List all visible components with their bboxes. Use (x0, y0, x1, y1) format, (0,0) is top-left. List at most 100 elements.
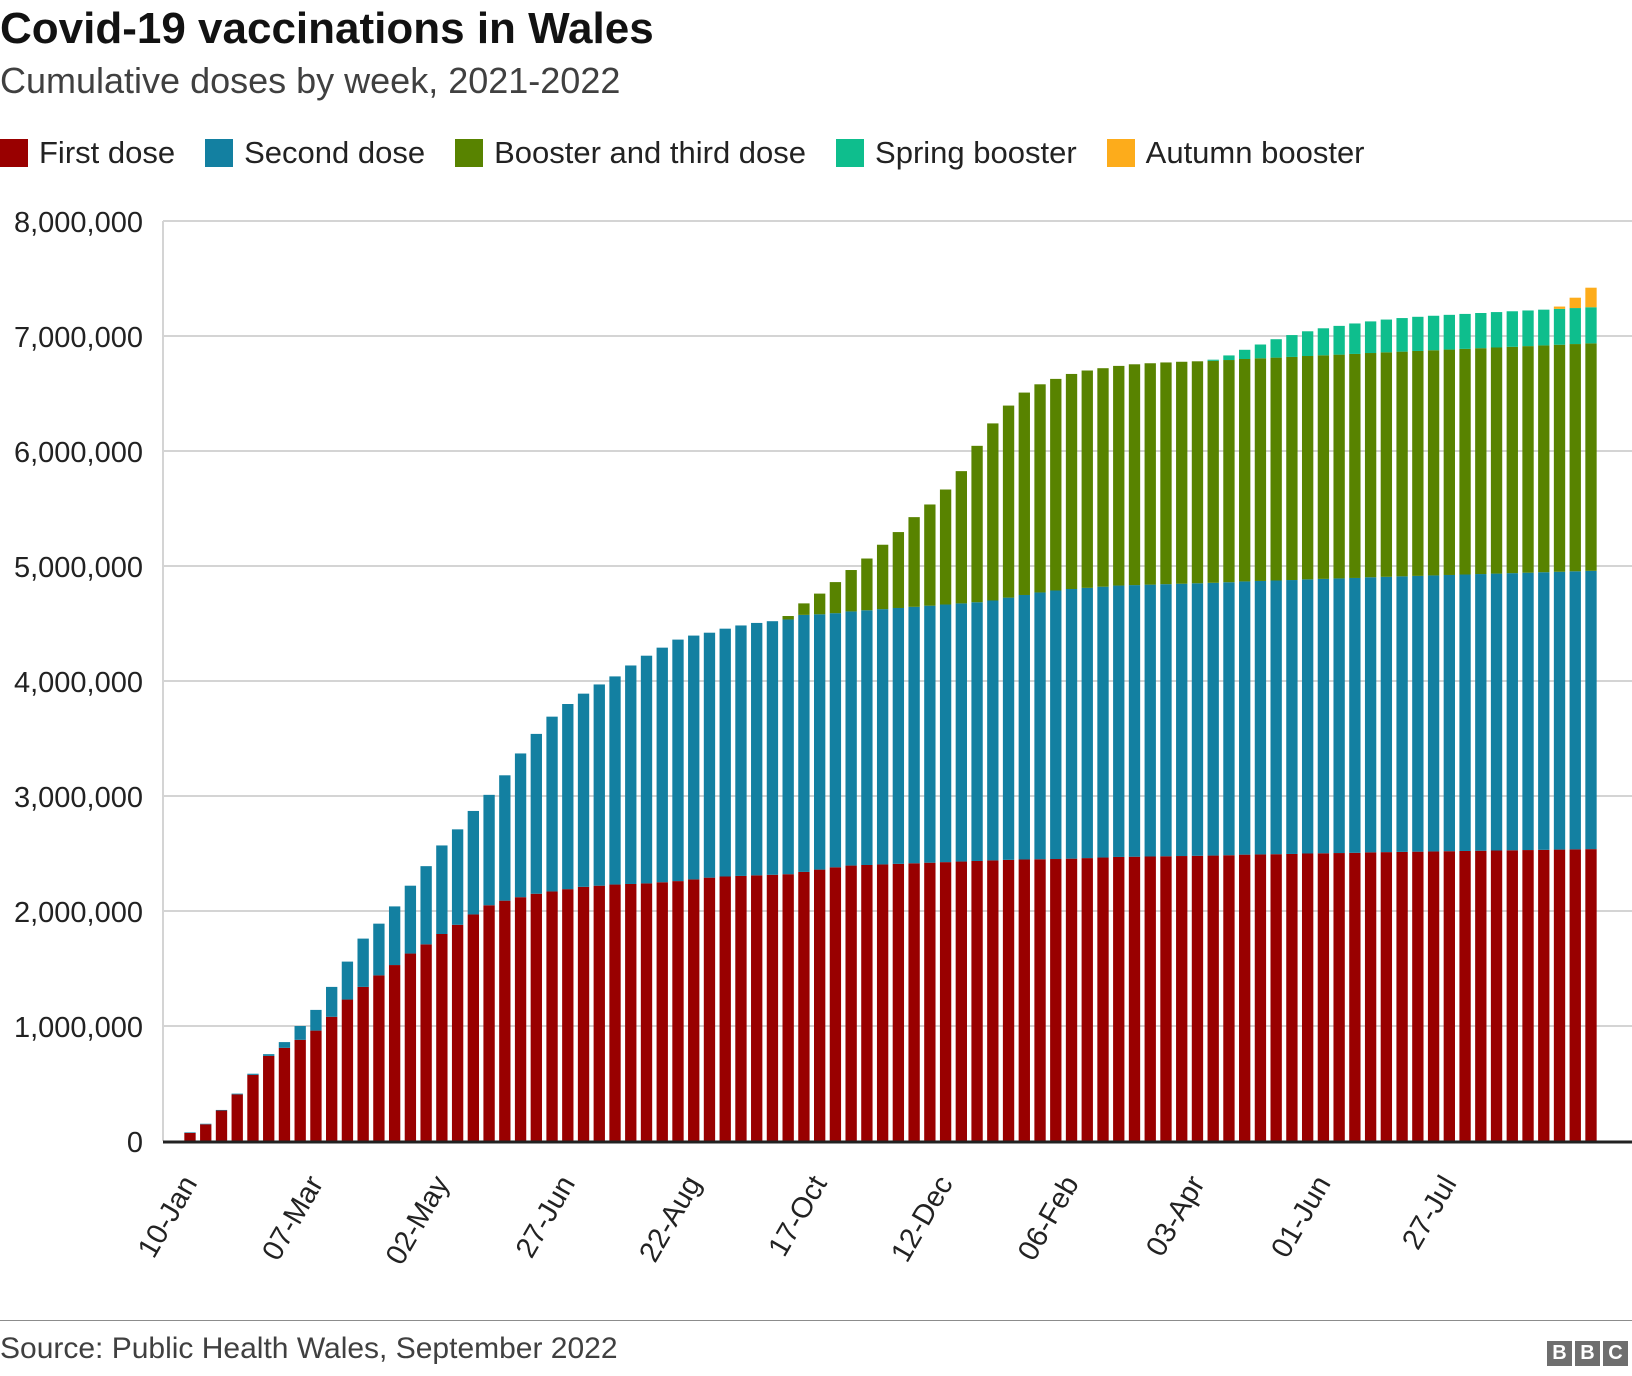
legend-item-autumn-booster: Autumn booster (1106, 135, 1365, 171)
bar-segment (735, 875, 747, 1141)
bar-segment (263, 1054, 275, 1056)
bar-segment (656, 882, 668, 1141)
bar-segment (1459, 574, 1471, 851)
bar-segment (467, 810, 480, 915)
bar-segment (876, 544, 889, 610)
bar-segment (1427, 575, 1440, 852)
bar-segment (1538, 345, 1550, 573)
bar-segment (640, 883, 653, 1141)
bar-segment (1286, 580, 1298, 854)
bbc-logo-block: B (1575, 1341, 1600, 1366)
bar-segment (451, 924, 464, 1141)
bar-segment (892, 532, 905, 608)
bar-segment (1301, 853, 1314, 1141)
bar-segment (420, 944, 432, 1141)
bar-segment (1270, 854, 1282, 1141)
bar-segment (640, 655, 653, 884)
legend: First dose Second dose Booster and third… (0, 133, 1395, 173)
bar-segment (656, 647, 668, 883)
bar-segment (499, 775, 511, 901)
bar-segment (1569, 308, 1581, 345)
bar-segment (1522, 310, 1534, 347)
bar-segment (1585, 570, 1597, 850)
bar-segment (1349, 577, 1361, 853)
y-tick-label: 4,000,000 (14, 667, 143, 699)
stacked-bar-chart: 0 1,000,000 2,000,000 3,000,000 4,000,000 5,0… (14, 207, 1632, 1270)
bar-segment (1317, 355, 1330, 579)
bar-segment (1018, 392, 1030, 595)
legend-item-spring-booster: Spring booster (836, 135, 1077, 171)
bar-segment (1113, 856, 1125, 1141)
bar-segment (703, 632, 716, 878)
bar-segment (1191, 855, 1204, 1141)
bar-segment (1538, 572, 1550, 850)
bar-segment (200, 1123, 212, 1125)
bar-segment (766, 621, 779, 875)
bar-segment (1286, 853, 1298, 1141)
bbc-logo-block: C (1603, 1341, 1628, 1366)
bar-segment (231, 1094, 243, 1141)
bar-segment (1034, 859, 1046, 1141)
x-tick-label: 07-Mar (256, 1170, 330, 1266)
bar-segment (1065, 858, 1078, 1141)
bar-segment (1490, 312, 1503, 348)
bar-segment (1522, 572, 1534, 851)
bar-segment (1585, 307, 1597, 344)
bar-segment (404, 953, 417, 1141)
bar-segment (1364, 852, 1377, 1141)
bar-segment (1144, 584, 1156, 857)
bar-segment (278, 1042, 291, 1048)
bar-segment (1239, 359, 1251, 582)
bar-segment (987, 600, 999, 861)
bar-segment (1034, 592, 1046, 860)
bar-segment (1569, 571, 1581, 850)
bar-segment (1396, 318, 1408, 352)
bar-segment (1585, 287, 1597, 308)
bar-segment (1286, 335, 1298, 357)
bar-segment (609, 884, 621, 1141)
bar-segment (1553, 344, 1566, 572)
bar-segment (1569, 297, 1581, 309)
legend-item-second-dose: Second dose (205, 135, 425, 171)
bar-segment (483, 905, 495, 1141)
y-tick-label: 1,000,000 (14, 1012, 143, 1044)
bar-segment (814, 869, 826, 1141)
bar-segment (1506, 573, 1518, 851)
bar-segment (845, 865, 857, 1141)
bar-segment (1396, 851, 1408, 1141)
bar-segment (924, 504, 936, 606)
bar-segment (955, 603, 967, 862)
bar-segment (388, 906, 401, 966)
bar-segment (1144, 856, 1156, 1141)
bar-segment (546, 716, 558, 892)
bar-segment (373, 975, 385, 1141)
legend-swatch-second-dose (205, 139, 234, 167)
bar-segment (1223, 855, 1235, 1141)
bar-segment (294, 1039, 306, 1141)
bar-segment (688, 879, 700, 1142)
bar-segment (609, 676, 621, 885)
bar-segment (1176, 361, 1188, 584)
bar-segment (436, 845, 448, 934)
bar-segment (1254, 358, 1267, 581)
legend-label-spring-booster: Spring booster (875, 135, 1077, 170)
bar-segment (939, 862, 952, 1142)
bar-segment (924, 862, 936, 1141)
bar-segment (1349, 323, 1361, 354)
bar-segment (1364, 321, 1377, 354)
bar-segment (1475, 574, 1487, 851)
bar-segment (1207, 855, 1219, 1141)
bar-segment (892, 607, 905, 864)
bar-segment (593, 684, 605, 886)
bar-segment (1427, 350, 1440, 576)
legend-label-autumn-booster: Autumn booster (1145, 135, 1365, 170)
bar-segment (1050, 378, 1062, 591)
bar-segment (184, 1132, 196, 1133)
bar-segment (1506, 311, 1518, 347)
chart-title: Covid-19 vaccinations in Wales (0, 4, 654, 53)
bar-segment (404, 885, 417, 954)
bar-segment (845, 611, 857, 866)
bar-segment (1113, 365, 1125, 586)
bar-segment (1506, 346, 1518, 574)
bar-segment (971, 602, 983, 861)
